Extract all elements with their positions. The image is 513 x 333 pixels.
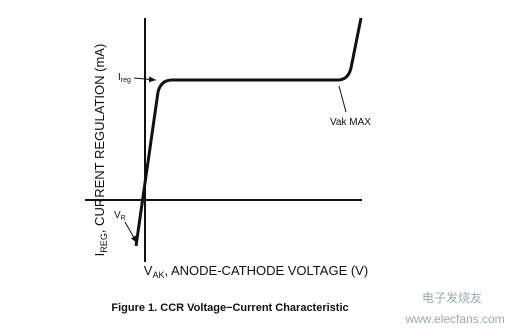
watermark-brand: 电子发烧友 (422, 290, 482, 305)
y-label-main: I (92, 253, 107, 257)
vakmax-label: Vak MAX (330, 117, 371, 128)
watermark-url: www.elecfans.com (404, 312, 504, 326)
vakmax-pointer (338, 85, 347, 113)
vr-arrow (124, 221, 138, 244)
ireg-sub: reg (121, 77, 131, 84)
characteristic-curve (134, 17, 363, 247)
y-label-rest: , CURRENT REGULATION (mA) (92, 44, 107, 233)
vr-label: VR (114, 210, 126, 222)
x-label-sub: AK (152, 270, 164, 280)
y-label-sub: REG (99, 233, 109, 253)
ireg-arrow (133, 76, 157, 83)
x-label-main: V (144, 263, 153, 278)
x-axis-label: VAK, ANODE-CATHODE VOLTAGE (V) (144, 263, 368, 280)
vr-main: V (114, 210, 121, 221)
ireg-main: I (118, 72, 121, 83)
x-label-rest: , ANODE-CATHODE VOLTAGE (V) (164, 263, 368, 278)
ireg-label: Ireg (118, 72, 131, 84)
vr-sub: R (121, 215, 126, 222)
y-axis-label: IREG, CURRENT REGULATION (mA) (92, 44, 109, 257)
caption: Figure 1. CCR Voltage−Current Characteri… (111, 302, 348, 314)
